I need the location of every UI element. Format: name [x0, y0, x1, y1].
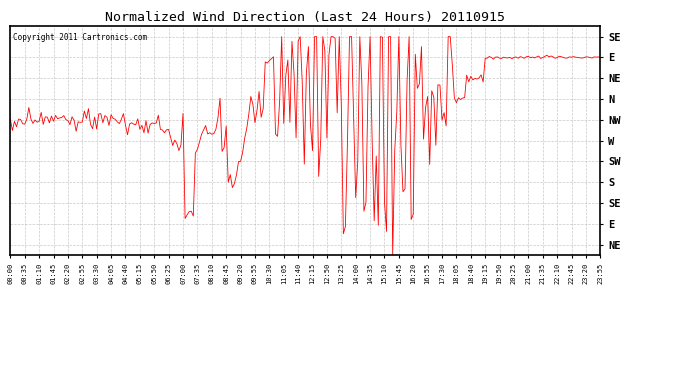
Title: Normalized Wind Direction (Last 24 Hours) 20110915: Normalized Wind Direction (Last 24 Hours…	[106, 11, 505, 24]
Text: Copyright 2011 Cartronics.com: Copyright 2011 Cartronics.com	[13, 33, 148, 42]
